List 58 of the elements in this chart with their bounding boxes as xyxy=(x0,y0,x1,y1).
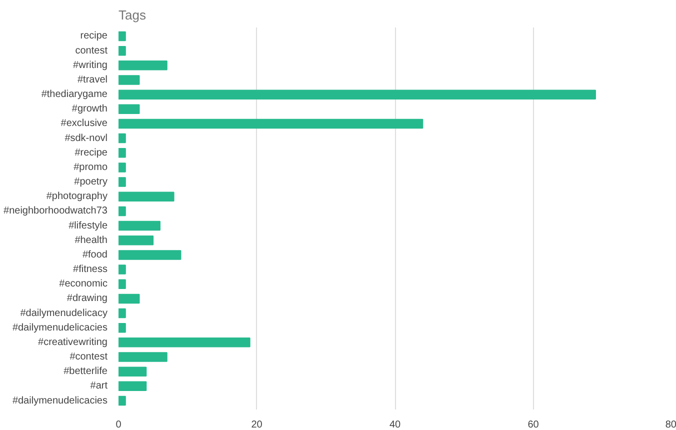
x-tick-label: 0 xyxy=(116,420,122,430)
bar xyxy=(118,177,126,187)
y-tick-label: #food xyxy=(82,249,108,260)
bar xyxy=(118,104,140,114)
chart-title: Tags xyxy=(118,8,146,22)
bar xyxy=(118,31,126,42)
y-tick-label: #drawing xyxy=(66,293,108,304)
y-tick-label: #economic xyxy=(59,278,108,290)
y-tick-label: #promo xyxy=(74,162,108,173)
y-tick-label: recipe xyxy=(80,30,108,42)
bar xyxy=(118,279,126,289)
bar xyxy=(118,206,126,216)
y-tick-label: #contest xyxy=(70,352,108,363)
bar xyxy=(118,352,168,362)
bar xyxy=(118,133,126,144)
bar xyxy=(118,192,174,202)
bar xyxy=(118,46,126,56)
y-tick-label: #thediarygame xyxy=(41,89,108,100)
bar xyxy=(118,294,140,304)
y-tick-label: #growth xyxy=(72,104,108,115)
y-tick-label: #travel xyxy=(77,74,108,86)
bar xyxy=(118,162,126,172)
y-tick-label: #sdk-novl xyxy=(64,132,108,144)
y-tick-label: #recipe xyxy=(74,147,108,158)
bar xyxy=(118,250,182,260)
bar xyxy=(118,220,160,231)
y-tick-label: #neighborhoodwatch73 xyxy=(4,206,108,217)
x-tick-label: 80 xyxy=(665,420,676,430)
bar xyxy=(118,75,140,85)
y-tick-label: #exclusive xyxy=(60,118,108,130)
bar xyxy=(118,118,424,129)
bar xyxy=(118,235,154,246)
y-tick-label: #health xyxy=(74,234,108,246)
y-tick-label: #art xyxy=(90,380,108,392)
bar xyxy=(118,60,168,70)
x-tick-label: 60 xyxy=(528,420,540,430)
y-tick-label: #creativewriting xyxy=(38,336,108,348)
y-tick-label: #fitness xyxy=(73,264,108,276)
x-tick-label: 20 xyxy=(251,420,263,430)
bar xyxy=(118,264,126,274)
bar xyxy=(118,396,126,406)
y-tick-label: #lifestyle xyxy=(68,220,108,232)
bar xyxy=(118,148,126,158)
y-tick-label: #dailymenudelicacies xyxy=(12,395,108,406)
bar xyxy=(118,381,147,392)
y-tick-label: #poetry xyxy=(74,176,108,188)
bar xyxy=(118,308,126,318)
bar xyxy=(118,338,250,348)
y-tick-label: #writing xyxy=(73,60,108,71)
y-tick-label: #betterlife xyxy=(64,366,108,378)
bar xyxy=(118,322,126,333)
bar xyxy=(118,366,147,376)
bar xyxy=(118,90,596,100)
x-tick-label: 40 xyxy=(389,420,401,430)
y-tick-label: contest xyxy=(75,45,108,56)
y-tick-label: #photography xyxy=(46,191,108,202)
y-tick-label: #dailymenudelicacy xyxy=(20,308,108,319)
y-tick-label: #dailymenudelicacies xyxy=(12,322,108,334)
